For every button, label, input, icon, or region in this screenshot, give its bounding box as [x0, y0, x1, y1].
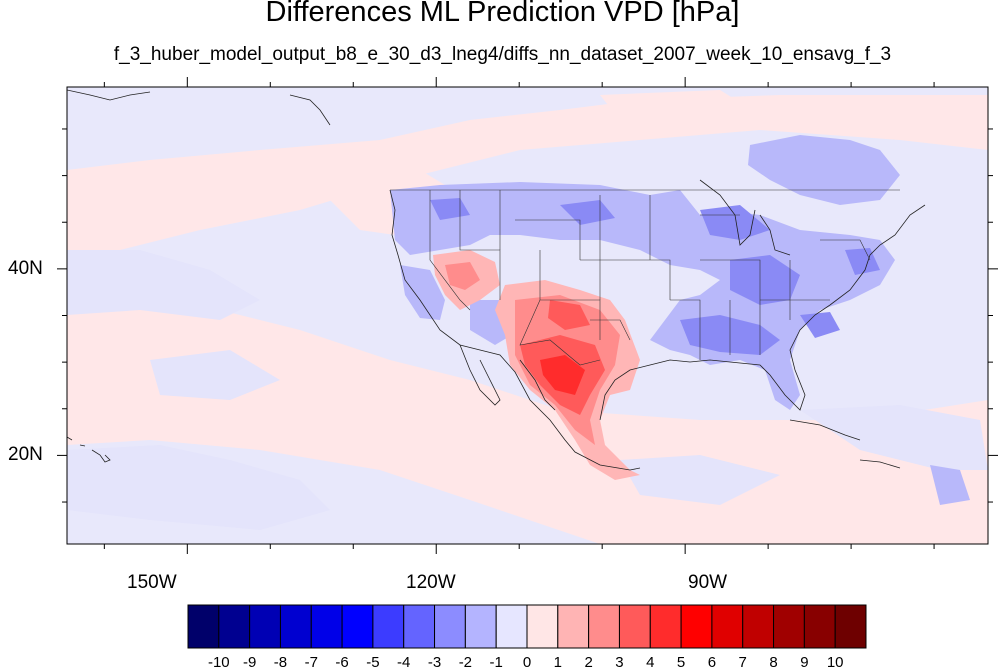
colorbar-swatch: [434, 604, 466, 649]
lat-label-40n: 40N: [8, 258, 43, 279]
colorbar-tick-label: 7: [738, 654, 747, 671]
colorbar-swatch: [187, 604, 220, 649]
colorbar-swatch: [618, 604, 651, 649]
colorbar-swatch: [495, 604, 528, 649]
state-borders: [390, 189, 900, 366]
colorbar-swatch: [249, 604, 281, 649]
colorbar-swatch: [711, 604, 744, 649]
colorbar-swatch: [341, 604, 374, 649]
positive-anomaly-peak: [540, 355, 585, 395]
colorbar-tick-label: 3: [615, 654, 624, 671]
colorbar-swatch: [557, 604, 590, 649]
coastlines: [67, 89, 926, 471]
colorbar-tick-label: -6: [335, 654, 349, 671]
colorbar-tick-label: 8: [769, 654, 778, 671]
lightblue-ocean-patches: [67, 250, 988, 530]
colorbar-tick-label: 10: [826, 654, 844, 671]
lon-label-120w: 120W: [406, 572, 456, 593]
colorbar-tick-label: 4: [646, 654, 655, 671]
colorbar-tick-label: -4: [397, 654, 411, 671]
axis-ticks: [57, 77, 998, 554]
colorbar-tick-label: 0: [522, 654, 532, 671]
colorbar-tick-label: 1: [553, 654, 562, 671]
colorbar-swatch: [526, 604, 559, 649]
colorbar-swatch: [834, 604, 867, 649]
colorbar-swatch: [372, 604, 405, 649]
colorbar-swatch: [588, 604, 620, 649]
colorbar-tick-label: 6: [707, 654, 717, 671]
negative-anomaly-strong: [430, 198, 880, 355]
colorbar-swatch: [803, 604, 836, 649]
colorbar-swatch: [680, 604, 713, 649]
colorbar-tick-label: 2: [584, 654, 593, 671]
colorbar-tick-label: -2: [458, 654, 473, 671]
colorbar-tick-label: -10: [207, 654, 230, 671]
colorbar-tick-label: -7: [304, 654, 318, 671]
colorbar-swatch: [310, 604, 343, 649]
colorbar-swatch: [742, 604, 775, 649]
colorbar-swatch: [464, 604, 497, 649]
vpd-difference-map: [57, 77, 998, 554]
colorbar-tick-label: 9: [800, 654, 809, 671]
map-subtitle: f_3_huber_model_output_b8_e_30_d3_lneg4/…: [113, 44, 892, 65]
colorbar-swatch: [649, 604, 682, 649]
colorbar-swatch: [279, 604, 312, 649]
colorbar-tick-label: -9: [242, 654, 257, 671]
colorbar-swatch: [773, 604, 805, 649]
lat-label-20n: 20N: [8, 444, 43, 465]
colorbar-tick-label: -3: [427, 654, 442, 671]
colorbar-swatch: [218, 604, 251, 649]
colorbar-swatch: [403, 604, 436, 649]
negative-anomaly-medium: [390, 135, 970, 505]
colorbar-tick-label: -5: [366, 654, 380, 671]
colorbar-tick-label: -8: [273, 654, 288, 671]
lon-label-90w: 90W: [688, 572, 728, 593]
colorbar-tick-label: 5: [676, 654, 686, 671]
map-title: Differences ML Prediction VPD [hPa]: [265, 0, 740, 28]
lon-label-150w: 150W: [127, 572, 177, 593]
colorbar-tick-label: -1: [489, 654, 503, 671]
